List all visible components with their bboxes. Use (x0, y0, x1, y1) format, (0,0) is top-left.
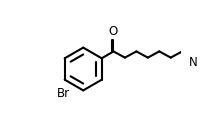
Text: O: O (109, 25, 118, 38)
Text: N: N (189, 56, 198, 69)
Text: Br: Br (57, 87, 70, 100)
